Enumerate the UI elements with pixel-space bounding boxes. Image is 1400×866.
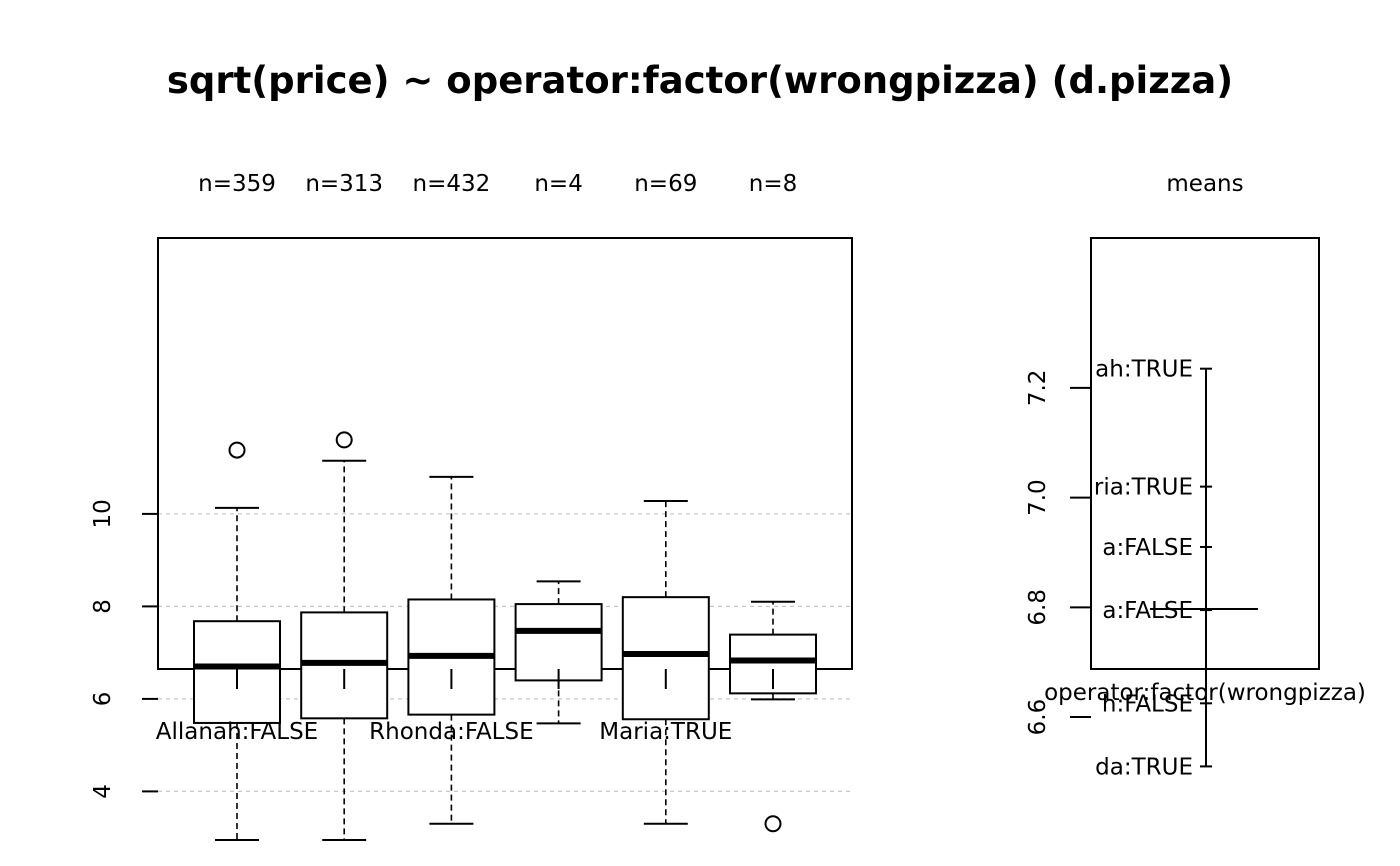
count-label: n=8 bbox=[749, 171, 797, 197]
outlier-point bbox=[764, 815, 782, 833]
box bbox=[514, 603, 603, 682]
means-label: da:TRUE bbox=[1095, 754, 1193, 780]
count-label: n=359 bbox=[198, 171, 276, 197]
box bbox=[621, 596, 710, 721]
count-label: n=432 bbox=[413, 171, 491, 197]
y-tick-label: 6 bbox=[90, 692, 116, 707]
means-y-tick-label: 7.2 bbox=[1025, 370, 1051, 407]
means-y-tick-label: 6.8 bbox=[1025, 589, 1051, 626]
means-label: ah:TRUE bbox=[1095, 357, 1193, 383]
count-label: n=69 bbox=[634, 171, 697, 197]
x-tick-label: Maria:TRUE bbox=[599, 719, 732, 745]
boxplot-panel: 4 6 8 10 n=359 Allanah:FALSE n=313 n=432 Rhonda:… bbox=[90, 171, 853, 841]
means-y-tick-label: 6.6 bbox=[1025, 699, 1051, 736]
means-label: a:FALSE bbox=[1102, 535, 1193, 561]
means-label: h:FALSE bbox=[1102, 691, 1193, 717]
means-title: means bbox=[1166, 171, 1243, 197]
means-label: a:FALSE bbox=[1102, 598, 1193, 624]
y-tick-label: 4 bbox=[90, 784, 116, 799]
outlier-point bbox=[228, 441, 246, 459]
y-tick-label: 8 bbox=[90, 599, 116, 614]
means-y-tick-label: 7.0 bbox=[1025, 479, 1051, 516]
y-tick-label: 10 bbox=[90, 499, 116, 528]
outlier-point bbox=[335, 431, 353, 449]
x-tick-label: Allanah:FALSE bbox=[156, 719, 318, 745]
x-tick-label: Rhonda:FALSE bbox=[369, 719, 533, 745]
chart-title: sqrt(price) ~ operator:factor(wrongpizza… bbox=[167, 59, 1233, 102]
means-panel: meansoperator:factor(wrongpizza)6.66.87.… bbox=[1025, 171, 1366, 780]
count-label: n=313 bbox=[305, 171, 383, 197]
plot-frame bbox=[157, 237, 853, 670]
count-label: n=4 bbox=[534, 171, 582, 197]
means-label: ria:TRUE bbox=[1094, 475, 1193, 501]
